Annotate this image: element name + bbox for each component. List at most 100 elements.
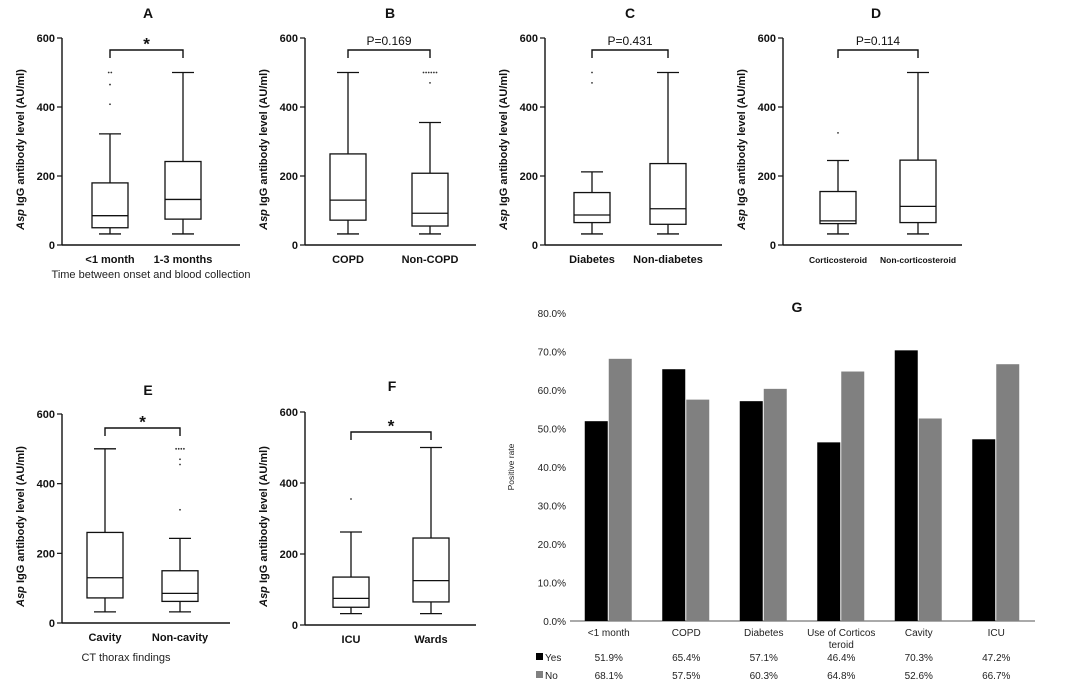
panel-f-box xyxy=(332,576,370,608)
panel-d-title: D xyxy=(871,5,881,21)
panel-f-box xyxy=(412,537,450,603)
panel-b-outlier xyxy=(422,71,425,74)
panel-g-category-label: Use of Corticos xyxy=(807,628,875,639)
panel-g-data-value: 60.3% xyxy=(750,671,778,682)
panel-g-category-label: Diabetes xyxy=(744,628,783,639)
panel-b-outlier xyxy=(427,71,430,74)
panel-f-y-tick-label: 600 xyxy=(280,407,298,419)
panel-b-y-tick-label: 600 xyxy=(280,33,298,45)
panel-g-bar-yes xyxy=(584,421,608,621)
panel-b-y-tick-label: 200 xyxy=(280,171,298,183)
panel-a-y-tick-label: 600 xyxy=(37,33,55,45)
panel-a-outlier xyxy=(107,71,110,74)
panel-g-bar-no xyxy=(996,364,1020,621)
panel-b-outlier xyxy=(430,71,433,74)
panel-f-significance: * xyxy=(388,417,395,436)
panel-g-bar-no xyxy=(686,399,710,621)
panel-c-title: C xyxy=(625,5,635,21)
panel-a-significance: * xyxy=(143,35,150,54)
panel-g-legend-swatch-yes xyxy=(536,653,543,660)
panel-a-outlier xyxy=(109,103,111,106)
panel-e-y-axis-label-rest: IgG antibody level (AU/ml) xyxy=(15,446,27,583)
panel-a-bracket xyxy=(109,49,184,58)
panel-a-y-axis-label-rest: IgG antibody level (AU/ml) xyxy=(15,69,27,206)
panel-a-y-tick-label: 400 xyxy=(37,102,55,114)
panel-g-bar-yes xyxy=(972,439,996,621)
panel-b-bracket xyxy=(347,49,431,58)
panel-c-outlier xyxy=(591,71,593,74)
panel-b-outlier xyxy=(429,81,431,84)
panel-g-category-label: Cavity xyxy=(905,628,933,639)
panel-f-category-label: ICU xyxy=(342,634,361,646)
panel-a-x-axis-label: Time between onset and blood collection xyxy=(52,269,251,281)
panel-d-box xyxy=(819,190,857,225)
panel-g-data-value: 51.9% xyxy=(595,653,623,664)
panel-g-y-tick-label: 40.0% xyxy=(538,463,566,474)
panel-c-y-tick-label: 0 xyxy=(532,240,538,252)
panel-c-y-axis-label-rest: IgG antibody level (AU/ml) xyxy=(498,69,510,206)
panel-g-bar-yes xyxy=(817,442,841,621)
panel-e-y-tick-label: 200 xyxy=(37,548,55,560)
panel-a-y-axis-label: Asp IgG antibody level (AU/ml) xyxy=(15,69,27,231)
panel-g-data-value: 65.4% xyxy=(672,653,700,664)
panel-c-bracket xyxy=(591,49,669,58)
panel-g-y-tick-label: 50.0% xyxy=(538,425,566,436)
panel-g-y-axis-label: Positive rate xyxy=(506,443,516,490)
panel-b-outlier xyxy=(425,71,427,74)
panel-c-category-label: Non-diabetes xyxy=(633,254,703,266)
panel-e-y-tick-label: 400 xyxy=(37,479,55,491)
panel-e-outlier xyxy=(177,447,180,450)
panel-a-box xyxy=(91,182,129,229)
panel-e-outlier xyxy=(179,508,181,511)
panel-b-box xyxy=(411,172,449,227)
panel-a-y-axis-label-italic: Asp xyxy=(15,206,27,231)
panel-a-outlier xyxy=(110,71,113,74)
panel-b-significance: P=0.169 xyxy=(366,34,411,48)
panel-b-category-label: Non-COPD xyxy=(402,254,459,266)
panel-g-bar-yes xyxy=(662,369,686,621)
panel-d-y-tick-label: 400 xyxy=(758,102,776,114)
panel-g-category-label: teroid xyxy=(829,640,854,651)
panel-b-y-tick-label: 0 xyxy=(292,240,298,252)
panel-a-category-label: 1-3 months xyxy=(154,254,213,266)
panel-b-outlier xyxy=(433,71,435,74)
panel-e-category-label: Non-cavity xyxy=(152,632,209,644)
panel-d-significance: P=0.114 xyxy=(856,34,900,48)
panel-f-title: F xyxy=(388,378,397,394)
panel-a-y-tick-label: 0 xyxy=(49,240,55,252)
panel-g-bar-no xyxy=(763,388,787,621)
panel-g-category-label: ICU xyxy=(988,628,1005,639)
panel-f-y-tick-label: 400 xyxy=(280,478,298,490)
panel-g-data-value: 68.1% xyxy=(595,671,623,682)
panel-g-y-tick-label: 70.0% xyxy=(538,348,566,359)
panel-e-y-tick-label: 600 xyxy=(37,409,55,421)
panel-g-y-tick-label: 20.0% xyxy=(538,540,566,551)
panel-d-bracket xyxy=(837,49,919,58)
panel-g-bar-yes xyxy=(894,350,918,621)
panel-g-data-value: 70.3% xyxy=(905,653,933,664)
panel-g-legend-label: No xyxy=(545,671,558,682)
panel-g-data-value: 47.2% xyxy=(982,653,1010,664)
panel-a-outlier xyxy=(109,83,111,86)
panel-a-title: A xyxy=(143,5,153,21)
panel-e-y-axis-label: Asp IgG antibody level (AU/ml) xyxy=(15,446,27,608)
panel-d-outlier xyxy=(837,131,839,134)
panel-f-y-tick-label: 200 xyxy=(280,549,298,561)
panel-b-outlier xyxy=(435,71,438,74)
panel-e-significance: * xyxy=(139,413,146,432)
panel-f-y-axis-label-rest: IgG antibody level (AU/ml) xyxy=(258,446,270,583)
panel-f-y-tick-label: 0 xyxy=(292,620,298,632)
panel-g-data-value: 57.5% xyxy=(672,671,700,682)
panel-c-y-axis-label-italic: Asp xyxy=(498,206,510,231)
panel-a-box xyxy=(164,160,202,220)
panel-g-y-tick-label: 10.0% xyxy=(538,579,566,590)
panel-g-y-tick-label: 0.0% xyxy=(543,617,566,628)
panel-f-y-axis-label-italic: Asp xyxy=(258,583,270,608)
panel-g-category-label: COPD xyxy=(672,628,701,639)
panel-b-title: B xyxy=(385,5,395,21)
panel-g-legend-swatch-no xyxy=(536,671,543,678)
panel-d-box xyxy=(899,159,937,224)
panel-e-category-label: Cavity xyxy=(88,632,122,644)
panel-c-y-tick-label: 200 xyxy=(520,171,538,183)
